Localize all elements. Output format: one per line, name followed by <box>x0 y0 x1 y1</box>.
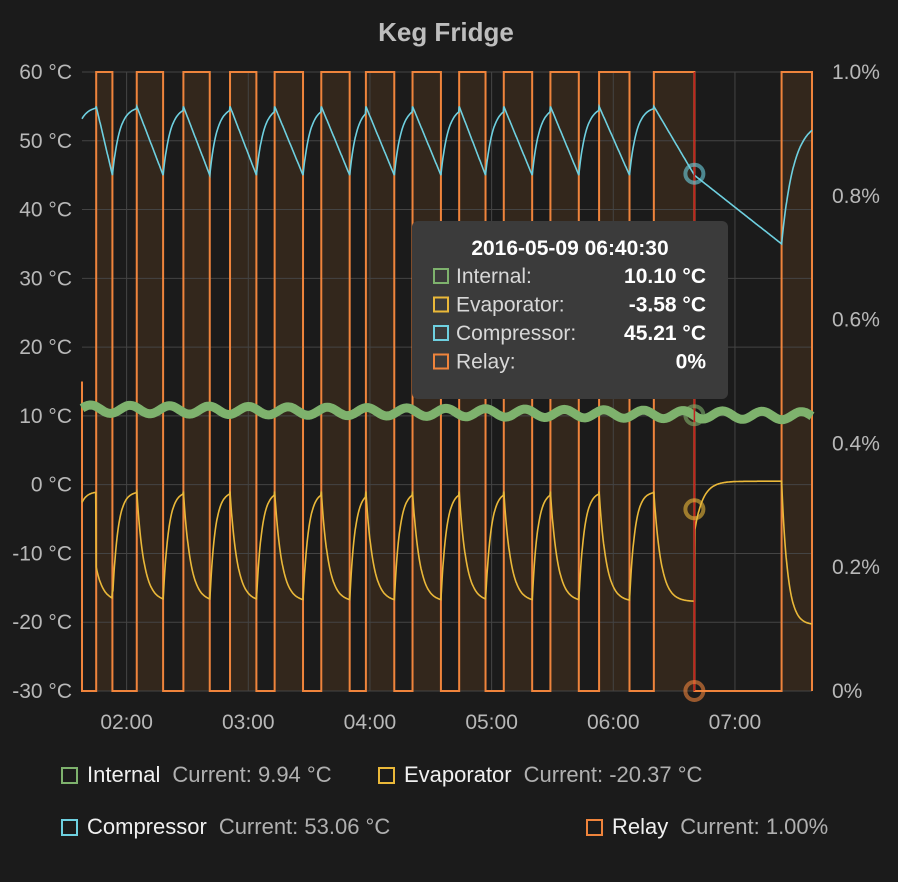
x-axis: 02:00 03:00 04:00 05:00 06:00 07:00 <box>100 711 761 734</box>
tooltip-swatch <box>433 353 449 370</box>
x-tick-label: 07:00 <box>709 711 762 734</box>
y-tick-label: 60 °C <box>19 61 72 84</box>
evaporator-line <box>81 480 813 625</box>
y2-tick-label: 1.0% <box>832 61 880 84</box>
tooltip-value: 0% <box>676 351 707 374</box>
legend-swatch-relay <box>586 818 603 836</box>
legend-item-evaporator[interactable]: Evaporator Current: -20.37 °C <box>378 762 702 788</box>
y-tick-label: -30 °C <box>12 680 72 703</box>
compressor-line <box>81 103 813 246</box>
y-tick-label: -20 °C <box>12 611 72 634</box>
x-tick-label: 06:00 <box>587 711 640 734</box>
y-tick-label: 40 °C <box>19 199 72 222</box>
left-axis: 60 °C 50 °C 40 °C 30 °C 20 °C 10 °C 0 °C -10 °C… <box>12 61 72 703</box>
relay-on-band <box>183 72 210 691</box>
y-tick-label: 10 °C <box>19 405 72 428</box>
y-tick-label: 20 °C <box>19 336 72 359</box>
right-axis: 1.0% 0.8% 0.6% 0.4% 0.2% 0% <box>832 61 880 703</box>
y2-tick-label: 0.6% <box>832 309 880 332</box>
relay-on-band <box>136 72 164 691</box>
legend-current: Current: -20.37 °C <box>523 762 703 787</box>
x-tick-label: 02:00 <box>100 711 153 734</box>
relay-on-band <box>230 72 257 691</box>
hover-marker <box>683 498 706 521</box>
series-lines <box>79 71 815 692</box>
hover-marker <box>683 404 706 427</box>
y-tick-label: 50 °C <box>19 130 72 153</box>
relay-on-band <box>96 72 113 691</box>
legend-name: Evaporator <box>404 762 512 787</box>
x-tick-label: 04:00 <box>344 711 397 734</box>
hover-marker <box>683 162 706 185</box>
chart-title: Keg Fridge <box>378 17 514 47</box>
tooltip: 2016-05-09 06:40:30 Internal: 10.10 °C Eva… <box>412 221 728 399</box>
y2-tick-label: 0.8% <box>832 185 880 208</box>
y2-tick-label: 0.2% <box>832 556 880 579</box>
legend-name: Internal <box>87 762 161 787</box>
y2-tick-label: 0% <box>832 680 862 703</box>
x-tick-label: 05:00 <box>465 711 518 734</box>
tooltip-swatch <box>433 296 449 313</box>
legend-swatch-evaporator <box>378 766 395 784</box>
legend-current: Current: 9.94 °C <box>172 762 332 787</box>
y-tick-label: -10 °C <box>12 542 72 565</box>
legend-current: Current: 53.06 °C <box>218 814 391 839</box>
legend-item-relay[interactable]: Relay Current: 1.00% <box>586 814 828 840</box>
legend-item-compressor[interactable]: Compressor Current: 53.06 °C <box>61 814 390 840</box>
tooltip-swatch <box>433 268 449 284</box>
tooltip-swatch <box>433 325 449 341</box>
relay-on-band <box>781 72 812 691</box>
y2-tick-label: 0.4% <box>832 432 880 455</box>
y-tick-label: 0 °C <box>31 474 72 497</box>
tooltip-value: 10.10 °C <box>624 265 706 288</box>
tooltip-background <box>412 221 728 399</box>
y-tick-label: 30 °C <box>19 267 72 290</box>
tooltip-label: Evaporator: <box>456 294 565 317</box>
hover-marker <box>683 680 706 702</box>
legend-swatch-compressor <box>61 818 78 836</box>
x-tick-label: 03:00 <box>222 711 275 734</box>
internal-line <box>79 400 815 425</box>
legend-current: Current: 1.00% <box>680 814 829 839</box>
legend-name: Relay <box>612 814 669 839</box>
relay-line <box>81 71 813 692</box>
tooltip-time: 2016-05-09 06:40:30 <box>471 237 668 260</box>
tooltip-label: Internal: <box>456 265 532 288</box>
legend-name: Compressor <box>87 814 207 839</box>
tooltip-value: -3.58 °C <box>629 294 706 317</box>
tooltip-value: 45.21 °C <box>624 322 706 345</box>
legend-swatch-internal <box>61 766 78 784</box>
tooltip-label: Relay: <box>456 351 516 374</box>
tooltip-label: Compressor: <box>456 322 576 345</box>
legend-item-internal[interactable]: Internal Current: 9.94 °C <box>61 762 332 788</box>
